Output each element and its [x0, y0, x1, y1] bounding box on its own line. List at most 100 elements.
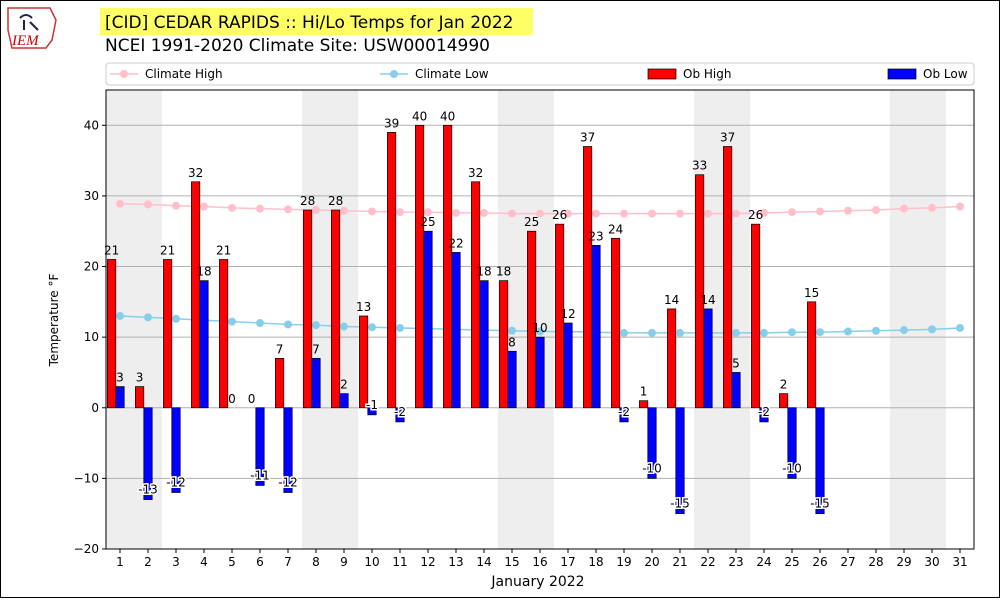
x-tick-label: 12	[420, 555, 435, 569]
x-tick-label: 29	[896, 555, 911, 569]
value-label: 37	[580, 130, 595, 144]
value-label: 21	[104, 243, 119, 257]
point	[508, 209, 516, 218]
point	[732, 209, 740, 218]
bar	[591, 245, 601, 409]
bar	[135, 386, 145, 409]
bar	[647, 407, 657, 479]
x-tick-label: 16	[532, 555, 547, 569]
point	[620, 328, 628, 337]
x-tick-label: 20	[644, 555, 659, 569]
y-tick-label: 40	[84, 118, 99, 132]
bar	[255, 407, 265, 486]
x-tick-label: 28	[868, 555, 883, 569]
y-axis-label: Temperature °F	[47, 274, 61, 368]
point	[368, 323, 376, 332]
value-label: 33	[692, 159, 707, 173]
bar	[443, 124, 453, 409]
point	[676, 209, 684, 218]
point	[536, 327, 544, 336]
point	[116, 311, 124, 320]
point	[844, 327, 852, 336]
x-tick-label: 3	[172, 555, 180, 569]
bar	[331, 209, 341, 409]
point	[144, 200, 152, 209]
bar	[339, 393, 349, 409]
bar	[703, 308, 713, 409]
x-tick-label: 2	[144, 555, 152, 569]
bar	[695, 174, 705, 409]
bar	[283, 407, 293, 493]
point	[172, 314, 180, 323]
chart-subtitle: NCEI 1991-2020 Climate Site: USW00014990	[105, 36, 490, 56]
value-label: -2	[758, 405, 770, 419]
logo-text: IEM	[11, 33, 40, 49]
x-tick-label: 1	[116, 555, 124, 569]
point	[956, 202, 964, 211]
value-label: 28	[328, 194, 343, 208]
x-tick-label: 21	[672, 555, 687, 569]
point	[788, 208, 796, 217]
value-label: 40	[440, 109, 455, 123]
point	[956, 323, 964, 332]
x-axis-label: January 2022	[490, 574, 584, 590]
bar	[415, 124, 425, 409]
point	[116, 199, 124, 208]
x-tick-label: 27	[840, 555, 855, 569]
bar	[275, 357, 285, 409]
legend-label: Ob Low	[923, 67, 968, 81]
point	[704, 209, 712, 218]
bar	[171, 407, 181, 493]
point	[900, 326, 908, 335]
legend-marker	[390, 70, 398, 78]
bar	[667, 308, 677, 409]
point	[200, 202, 208, 211]
x-tick-label: 23	[728, 555, 743, 569]
bar	[191, 181, 201, 409]
value-label: 3	[116, 371, 124, 385]
value-label: 37	[720, 130, 735, 144]
y-tick-label: 0	[91, 401, 99, 415]
point	[872, 326, 880, 335]
value-label: 13	[356, 300, 371, 314]
bar	[143, 407, 153, 500]
value-label: 1	[640, 385, 648, 399]
value-label: 23	[588, 229, 603, 243]
value-label: 15	[804, 286, 819, 300]
bar	[527, 230, 537, 409]
bar	[395, 407, 405, 423]
x-tick-label: 31	[952, 555, 967, 569]
point	[760, 328, 768, 337]
point	[760, 208, 768, 217]
legend-label: Ob High	[683, 67, 731, 81]
point	[648, 328, 656, 337]
legend-swatch	[887, 68, 917, 80]
bar	[619, 407, 629, 423]
bar	[675, 407, 685, 515]
point	[816, 207, 824, 216]
value-label: 3	[136, 371, 144, 385]
point	[928, 325, 936, 334]
bar	[303, 209, 313, 409]
value-label: -11	[250, 468, 270, 482]
bar	[723, 146, 733, 409]
bar	[563, 322, 573, 409]
value-label: 8	[508, 335, 516, 349]
value-label: -10	[642, 461, 662, 475]
x-tick-label: 17	[560, 555, 575, 569]
point	[816, 328, 824, 337]
point	[452, 208, 460, 217]
x-tick-label: 15	[504, 555, 519, 569]
x-tick-label: 30	[924, 555, 939, 569]
value-label: 32	[188, 166, 203, 180]
point	[312, 321, 320, 330]
value-label: -13	[138, 483, 158, 497]
legend-box	[105, 62, 975, 86]
point	[788, 328, 796, 337]
point	[340, 322, 348, 331]
value-label: 40	[412, 109, 427, 123]
bar	[639, 400, 649, 409]
bar	[471, 181, 481, 409]
point	[480, 208, 488, 217]
point	[284, 320, 292, 329]
